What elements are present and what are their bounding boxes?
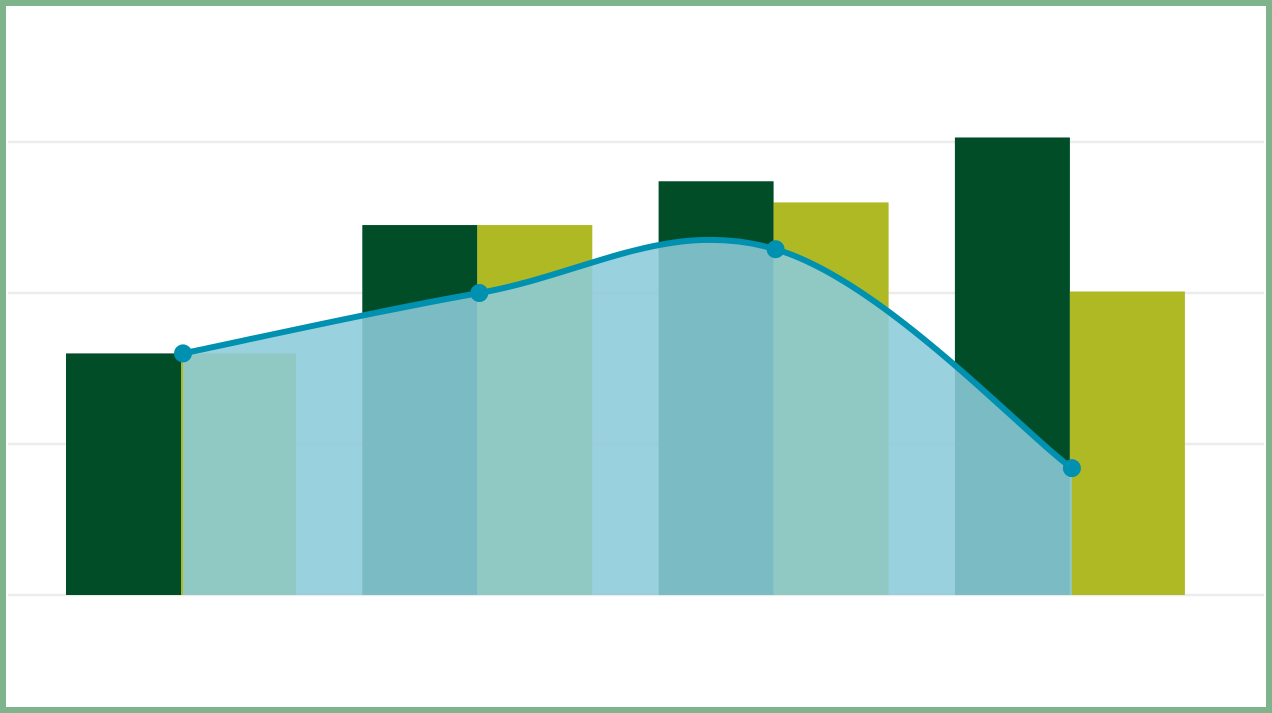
line-point-3 <box>766 240 785 259</box>
line-point-2 <box>470 284 489 302</box>
series-line <box>180 236 1075 472</box>
bar-1-series-1 <box>66 353 181 595</box>
line-series <box>180 236 1075 472</box>
area-fill <box>183 239 1072 595</box>
line-point-4 <box>1062 459 1081 478</box>
bar-4-series-2 <box>1069 291 1185 595</box>
line-points <box>174 240 1081 478</box>
area-series <box>183 239 1072 595</box>
line-point-1 <box>174 344 192 363</box>
